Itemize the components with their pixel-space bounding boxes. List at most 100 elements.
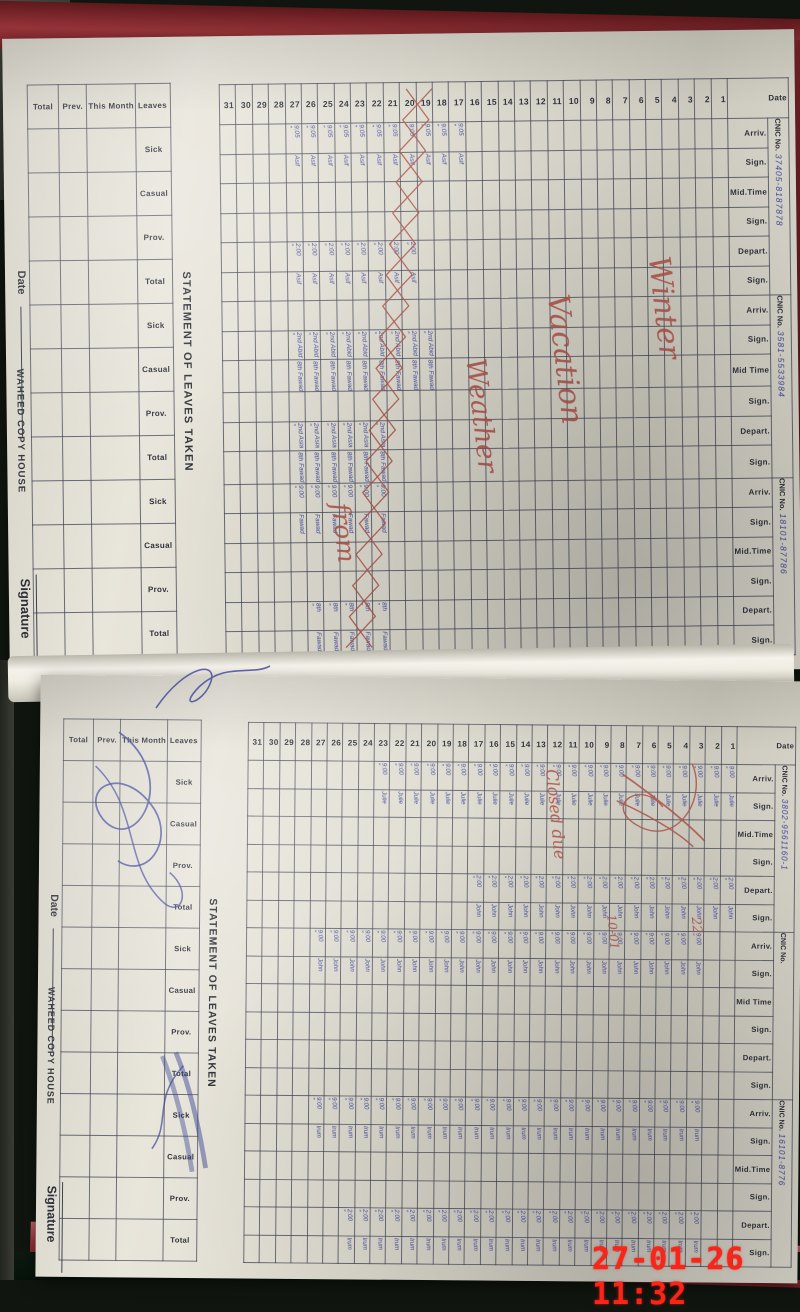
attendance-cell [684,596,702,627]
handwritten-text: 2nd Abid [393,330,402,357]
attendance-cell [520,569,537,599]
handwritten-entry: Irum [361,1236,370,1263]
handwritten-entry: 2:00 ″ [686,1211,702,1239]
handwritten-entry: 2:00 ″ [468,874,484,902]
handwritten-entry: 2:00 ″ [563,875,579,903]
leaves-column-label: Casual [142,364,171,375]
handwritten-text: Asif [374,153,383,165]
day-number-cell: 30 [263,722,280,761]
attendance-cell [687,987,704,1016]
attendance-cell: 2:00 ″ [286,241,304,272]
day-number-cell: 12 [547,724,564,763]
attendance-cell [221,301,239,332]
day-number: 18 [457,738,468,748]
attendance-cell: Irum [543,1237,560,1266]
attendance-cell [405,570,423,601]
attendance-cell [582,297,600,327]
handwritten-text: Asif [294,272,302,284]
leaves-value-cell [87,171,137,217]
attendance-cell [403,449,421,483]
attendance-cell: 2:00 ″ [499,874,516,903]
attendance-cell [403,1012,420,1041]
attendance-cell [325,900,342,929]
handwritten-entry: 2:00 ″ [654,1211,670,1239]
attendance-cell: 9:00 ″ [705,764,722,793]
day-number-cell: 11 [546,80,564,121]
handwritten-entry: Julie [665,792,674,819]
attendance-cell [449,1152,466,1181]
handwritten-text: 9:00 [537,931,545,944]
attendance-cell [502,480,520,511]
handwritten-text: 2:00 [676,1211,685,1224]
attendance-cell [466,239,484,270]
column-label: Mid.Time [730,187,768,197]
attendance-cell [273,483,290,514]
attendance-cell [434,1013,451,1042]
attendance-cell [654,1182,671,1211]
day-number-cell: 8 [610,725,627,764]
day-number-cell: 30 [235,84,253,125]
attendance-cell [224,543,242,573]
day-number-cell: 18 [453,724,470,763]
attendance-cell [599,326,616,357]
handwritten-entry: Irum [408,1236,417,1263]
day-number-cell: 10 [563,80,581,121]
attendance-cell [531,120,548,151]
day-number: 10 [568,95,579,106]
handwritten-entry: 9:00 ″ [420,929,436,957]
handwritten-entry: 9:00 ″ [672,932,688,960]
attendance-cell [720,848,737,877]
column-label: Sign. [746,216,768,227]
handwritten-text: 2nd Asia [328,422,338,448]
handwritten-text: 9:00 [395,930,403,943]
leaves-column-label: Sick [173,944,192,954]
handwritten-entry: John [506,902,515,929]
attendance-cell [532,209,549,239]
column-label-cell: Sign. [734,1015,774,1044]
attendance-cell: John [640,903,657,932]
attendance-cell [599,355,617,389]
attendance-cell [482,180,500,211]
day-number-cell: 25 [317,83,335,124]
attendance-cell [278,844,295,873]
attendance-cell [421,511,438,541]
attendance-cell: 2:00 ″ [385,1207,402,1236]
handwritten-entry: 2:00 ″ [434,1209,450,1237]
day-number: 22 [394,737,405,748]
attendance-cell [418,1040,435,1069]
attendance-cell: Fawad [289,512,307,543]
leaves-value-cell [31,436,64,482]
column-label: Sign. [751,1025,772,1035]
attendance-cell: 2nd Abid ″ [320,329,338,360]
attendance-cell [700,537,717,568]
attendance-cell [545,986,562,1015]
handwritten-entry: Julie [696,792,705,819]
attendance-cell: Julie [389,789,406,818]
handwritten-entry: Julie [712,793,721,820]
handwritten-entry: 8th ″ [324,601,341,630]
handwritten-text: 9:00 [664,765,673,778]
leaves-column-label-cell: Prov. [141,567,177,612]
handwritten-entry: 9:05 ″ [335,123,352,152]
handwritten-text: John [584,959,592,974]
attendance-cell: 2:00 ″ [480,1208,497,1237]
attendance-cell [247,843,264,872]
handwritten-text: 9:00 [679,932,687,945]
attendance-cell [254,301,272,331]
attendance-cell: 9:00 ″ [607,1098,624,1127]
leaves-value-cell [63,480,92,525]
attendance-cell [616,388,634,418]
attendance-cell [482,209,500,240]
attendance-cell: Irum [417,1236,434,1265]
handwritten-entry: 2nd Abid ″ [337,330,354,359]
leaves-value-cell [62,436,92,481]
column-label: Sign. [750,1081,772,1090]
handwritten-text: 9:00 [330,1097,339,1110]
attendance-cell [310,816,327,845]
handwritten-entry: Julie [728,793,737,820]
day-number-cell: 7 [626,725,643,764]
cnic-label: CNIC No. [773,118,784,151]
cnic-field: CNIC No. 37405-8187878 [768,118,790,294]
attendance-cell [496,1181,513,1210]
attendance-cell [417,1152,434,1181]
